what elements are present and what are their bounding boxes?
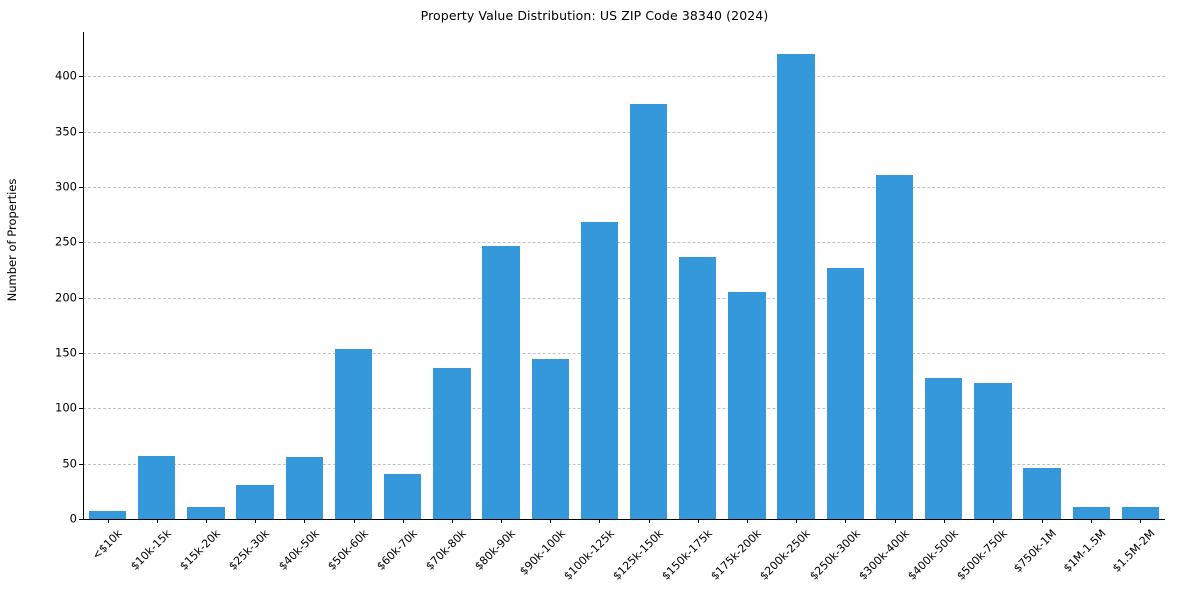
bar — [138, 455, 176, 519]
gridline — [83, 242, 1165, 244]
y-tick-label: 300 — [55, 179, 77, 194]
x-tick-label: $70k-80k — [423, 527, 470, 573]
y-tick-mark — [79, 76, 83, 78]
bar — [924, 378, 963, 519]
gridline — [83, 463, 1165, 465]
y-tick-label: 200 — [55, 289, 77, 304]
x-tick-mark — [205, 519, 207, 523]
x-tick-mark — [796, 519, 798, 523]
bar — [187, 506, 225, 519]
x-tick-mark — [353, 519, 355, 523]
x-tick-label: $400k-500k — [905, 527, 961, 583]
bar — [580, 222, 619, 519]
y-tick-label: 50 — [62, 455, 77, 470]
x-tick-mark — [1042, 519, 1044, 523]
x-tick-label: $15k-20k — [177, 527, 224, 573]
bar — [236, 484, 274, 519]
x-tick-label: $1M-1.5M — [1060, 527, 1109, 575]
y-tick-mark — [79, 352, 83, 354]
x-tick-label: $50k-60k — [324, 527, 371, 573]
y-tick-mark — [79, 131, 83, 133]
x-tick-label: $150k-175k — [659, 527, 715, 583]
bar — [531, 358, 569, 519]
x-tick-mark — [1091, 519, 1093, 523]
x-tick-label: $125k-150k — [610, 527, 666, 583]
bar — [1121, 506, 1160, 519]
x-tick-mark — [550, 519, 552, 523]
bar — [285, 457, 323, 519]
y-tick-mark — [79, 242, 83, 244]
y-tick-label: 400 — [55, 68, 77, 83]
x-tick-label: $60k-70k — [374, 527, 420, 573]
x-tick-mark — [599, 519, 601, 523]
x-tick-mark — [746, 519, 748, 523]
bar — [433, 368, 471, 519]
bar — [383, 473, 422, 519]
x-tick-mark — [894, 519, 896, 523]
x-tick-mark — [697, 519, 699, 523]
y-axis-spine — [83, 32, 84, 519]
gridline — [83, 352, 1165, 354]
bar — [88, 511, 127, 519]
bar — [728, 292, 766, 519]
x-tick-label: $1.5M-2M — [1109, 527, 1158, 575]
y-tick-label: 350 — [55, 123, 77, 138]
bar — [1023, 468, 1061, 519]
x-tick-label: $750k-1M — [1011, 527, 1060, 575]
y-tick-mark — [79, 408, 83, 410]
x-tick-mark — [992, 519, 994, 523]
x-tick-mark — [501, 519, 503, 523]
y-tick-mark — [79, 297, 83, 299]
x-tick-mark — [156, 519, 158, 523]
x-tick-mark — [304, 519, 306, 523]
bar — [679, 256, 717, 519]
x-tick-mark — [255, 519, 257, 523]
bar — [629, 103, 668, 519]
y-tick-mark — [79, 519, 83, 520]
bar — [826, 267, 864, 519]
chart-title: Property Value Distribution: US ZIP Code… — [420, 8, 769, 23]
y-tick-label: 0 — [69, 511, 77, 526]
y-tick-label: 150 — [55, 345, 77, 360]
gridline — [83, 297, 1165, 299]
x-tick-mark — [402, 519, 404, 523]
x-tick-mark — [107, 519, 109, 523]
x-tick-label: $90k-100k — [516, 527, 568, 578]
x-tick-mark — [1140, 519, 1142, 523]
x-tick-label: $40k-50k — [275, 527, 322, 573]
y-tick-mark — [79, 463, 83, 465]
x-axis-spine — [83, 519, 1165, 520]
gridline — [83, 186, 1165, 188]
x-tick-mark — [845, 519, 847, 523]
gridline — [83, 131, 1165, 133]
bar — [875, 174, 914, 519]
x-tick-label: $80k-90k — [472, 527, 519, 573]
gridline — [83, 408, 1165, 410]
x-tick-label: $10k-15k — [128, 527, 174, 573]
x-tick-label: $250k-300k — [806, 527, 863, 583]
y-tick-label: 100 — [55, 400, 77, 415]
x-tick-mark — [451, 519, 453, 523]
x-tick-label: $300k-400k — [856, 527, 912, 583]
plot-area — [83, 32, 1165, 519]
x-tick-label: <$10k — [89, 527, 125, 563]
bar — [1072, 506, 1110, 519]
bar — [777, 54, 815, 519]
x-tick-label: $100k-125k — [560, 527, 617, 583]
x-tick-mark — [943, 519, 945, 523]
x-tick-label: $200k-250k — [757, 527, 814, 583]
bar — [482, 245, 520, 519]
x-tick-label: $25k-30k — [226, 527, 273, 573]
x-tick-mark — [648, 519, 650, 523]
bar — [334, 348, 373, 519]
gridline — [83, 76, 1165, 78]
x-tick-label: $175k-200k — [708, 527, 765, 583]
bar — [974, 382, 1012, 519]
x-tick-label: $500k-750k — [954, 527, 1011, 583]
y-tick-label: 250 — [55, 234, 77, 249]
y-tick-mark — [79, 186, 83, 188]
